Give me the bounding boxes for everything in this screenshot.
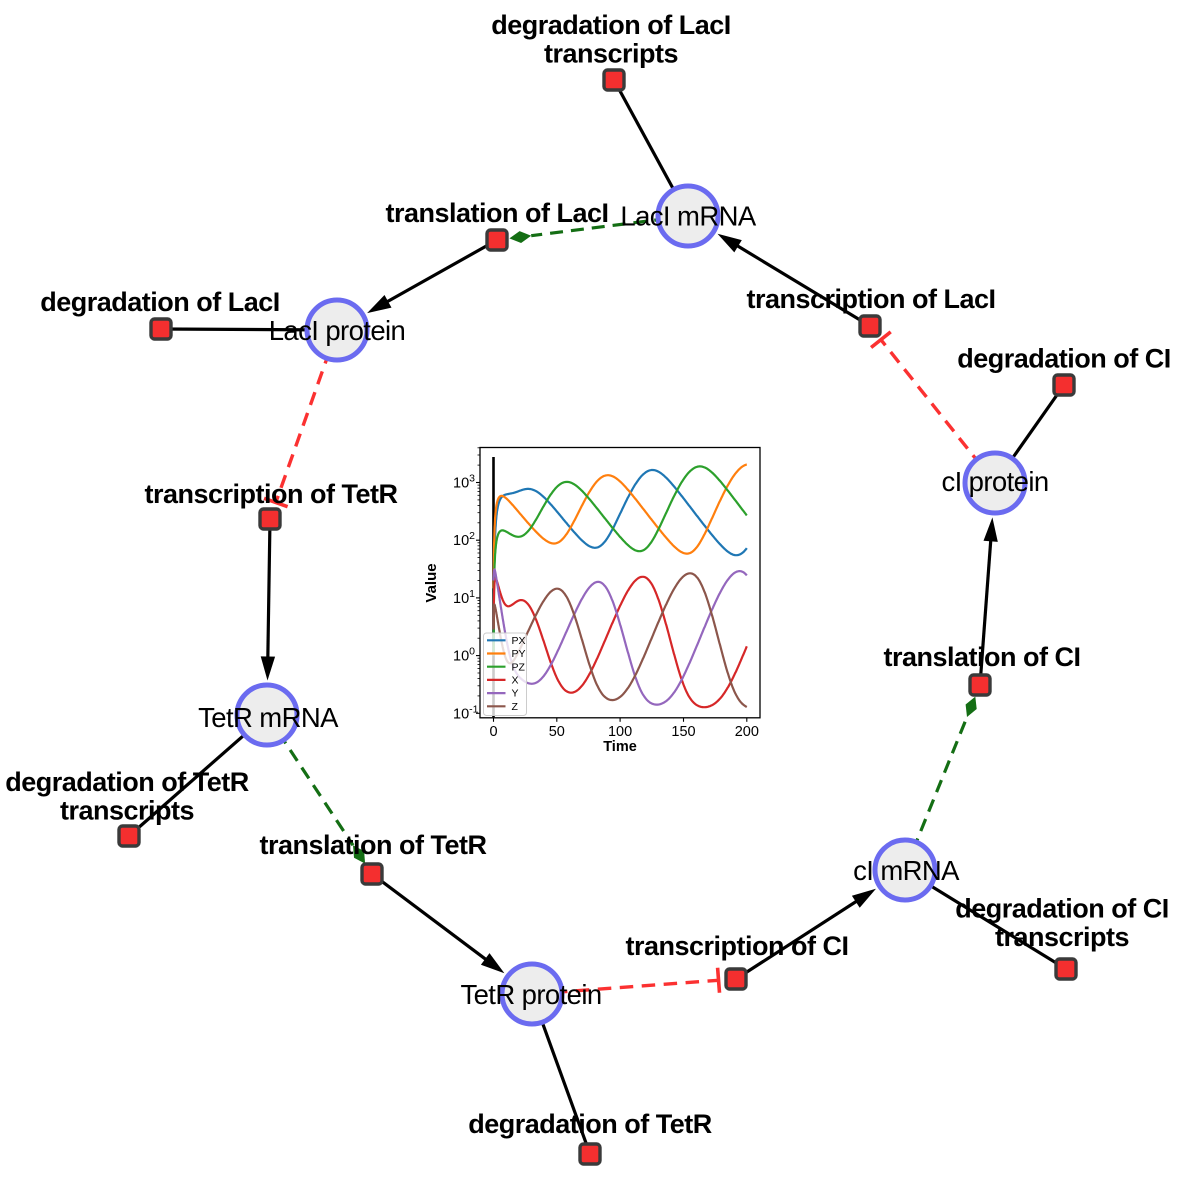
- svg-text:TetR mRNA: TetR mRNA: [198, 702, 339, 733]
- svg-text:transcripts: transcripts: [544, 39, 678, 69]
- svg-text:degradation of CI: degradation of CI: [957, 344, 1171, 374]
- svg-text:Time: Time: [603, 739, 637, 755]
- svg-text:PZ: PZ: [512, 661, 526, 673]
- svg-text:translation of LacI: translation of LacI: [385, 198, 608, 228]
- svg-text:degradation of LacI: degradation of LacI: [40, 287, 280, 317]
- svg-text:LacI mRNA: LacI mRNA: [620, 201, 756, 232]
- svg-text:TetR protein: TetR protein: [460, 979, 601, 1010]
- svg-text:PY: PY: [512, 648, 526, 660]
- svg-text:LacI protein: LacI protein: [269, 315, 406, 346]
- svg-text:translation of TetR: translation of TetR: [259, 830, 486, 860]
- svg-text:translation of CI: translation of CI: [883, 642, 1080, 672]
- svg-text:0: 0: [489, 724, 497, 740]
- svg-text:X: X: [512, 675, 519, 687]
- svg-text:50: 50: [549, 724, 565, 740]
- svg-text:transcription of LacI: transcription of LacI: [746, 284, 995, 314]
- svg-text:cI mRNA: cI mRNA: [853, 855, 960, 886]
- svg-text:Z: Z: [512, 701, 519, 713]
- svg-text:degradation of CI: degradation of CI: [955, 894, 1169, 924]
- svg-text:degradation of TetR: degradation of TetR: [468, 1109, 712, 1139]
- svg-text:Y: Y: [512, 688, 519, 700]
- svg-text:transcription of CI: transcription of CI: [625, 931, 848, 961]
- svg-text:PX: PX: [512, 635, 526, 647]
- svg-text:degradation of TetR: degradation of TetR: [5, 767, 249, 797]
- svg-text:150: 150: [671, 724, 695, 740]
- svg-text:Value: Value: [423, 563, 440, 602]
- svg-text:degradation of LacI: degradation of LacI: [491, 10, 731, 40]
- svg-text:transcription of TetR: transcription of TetR: [144, 479, 397, 509]
- svg-text:100: 100: [608, 724, 632, 740]
- svg-text:200: 200: [735, 724, 759, 740]
- svg-text:transcripts: transcripts: [995, 922, 1129, 952]
- svg-text:cI protein: cI protein: [941, 466, 1048, 497]
- svg-text:transcripts: transcripts: [60, 796, 194, 826]
